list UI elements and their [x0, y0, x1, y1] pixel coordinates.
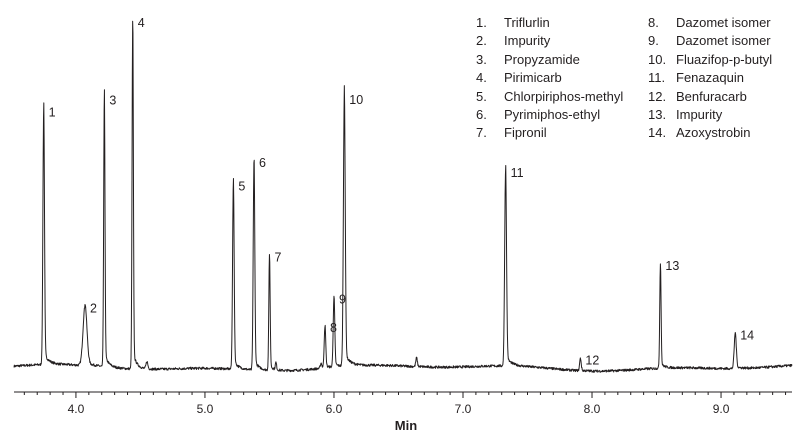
- x-tick-label: 4.0: [68, 402, 85, 416]
- x-tick-label: 5.0: [197, 402, 214, 416]
- peak-label-7: 7: [274, 250, 281, 264]
- legend-item-name: Fluazifop-p-butyl: [676, 51, 773, 67]
- legend-item-name: Impurity: [504, 33, 551, 49]
- peak-label-13: 13: [665, 259, 679, 273]
- legend-item-number: 4.: [476, 70, 487, 86]
- legend-item-name: Pyrimiphos-ethyl: [504, 107, 601, 123]
- legend-item-number: 10.: [648, 51, 667, 67]
- legend-item: 13. Impurity: [648, 106, 772, 124]
- legend-item-name: Azoxystrobin: [676, 125, 751, 141]
- chromatogram-trace: [13, 20, 793, 373]
- legend-item-number: 2.: [476, 33, 487, 49]
- peak-label-4: 4: [138, 16, 145, 30]
- legend-right-column: 8. Dazomet isomer 9. Dazomet isomer 10. Fluaz…: [648, 14, 772, 143]
- x-tick-label: 6.0: [326, 402, 343, 416]
- peak-label-5: 5: [238, 180, 245, 194]
- x-tick-label: 7.0: [455, 402, 472, 416]
- peak-label-3: 3: [109, 94, 116, 108]
- legend-item-number: 14.: [648, 125, 667, 141]
- legend-item-name: Pirimicarb: [504, 70, 562, 86]
- peak-label-11: 11: [511, 166, 524, 180]
- x-tick-label: 8.0: [584, 402, 601, 416]
- legend-item-number: 3.: [476, 51, 487, 67]
- legend-item-number: 6.: [476, 107, 487, 123]
- legend-item: 8. Dazomet isomer: [648, 14, 772, 32]
- peak-label-14: 14: [740, 329, 754, 343]
- x-axis-title: Min: [395, 418, 417, 433]
- peak-label-2: 2: [90, 301, 97, 315]
- legend-item-number: 12.: [648, 88, 667, 104]
- legend-item: 6. Pyrimiphos-ethyl: [476, 106, 623, 124]
- peak-label-1: 1: [49, 106, 56, 120]
- legend-item: 1. Triflurlin: [476, 14, 623, 32]
- legend-item: 5. Chlorpiriphos-methyl: [476, 88, 623, 106]
- legend-item: 10. Fluazifop-p-butyl: [648, 51, 772, 69]
- peak-label-12: 12: [585, 354, 599, 368]
- legend-item-number: 7.: [476, 125, 487, 141]
- legend-item: 4. Pirimicarb: [476, 69, 623, 87]
- legend-item-name: Propyzamide: [504, 51, 580, 67]
- peak-label-8: 8: [330, 321, 337, 335]
- peak-label-6: 6: [259, 156, 266, 170]
- legend-item-name: Benfuracarb: [676, 88, 747, 104]
- legend-item: 12. Benfuracarb: [648, 88, 772, 106]
- legend-item: 14. Azoxystrobin: [648, 124, 772, 142]
- legend-item-name: Fenazaquin: [676, 70, 744, 86]
- legend-left-column: 1. Triflurlin 2. Impurity 3. Propyzamide 4. Pir…: [476, 14, 623, 143]
- legend-item-number: 13.: [648, 107, 667, 123]
- legend-item-number: 9.: [648, 33, 659, 49]
- legend-item: 9. Dazomet isomer: [648, 32, 772, 50]
- legend-item-name: Triflurlin: [504, 15, 550, 30]
- legend-item: 3. Propyzamide: [476, 51, 623, 69]
- legend-item-name: Chlorpiriphos-methyl: [504, 88, 624, 104]
- peak-label-9: 9: [339, 292, 346, 306]
- legend-item-name: Impurity: [676, 107, 723, 123]
- legend-item-name: Dazomet isomer: [676, 15, 771, 30]
- legend-item: 11. Fenazaquin: [648, 69, 772, 87]
- legend-item-number: 5.: [476, 88, 487, 104]
- legend-item-name: Dazomet isomer: [676, 33, 771, 49]
- legend-item-number: 1.: [476, 15, 487, 30]
- x-tick-label: 9.0: [713, 402, 730, 416]
- legend-item-name: Fipronil: [504, 125, 547, 141]
- legend-item-number: 8.: [648, 15, 659, 30]
- legend-item: 7. Fipronil: [476, 124, 623, 142]
- peak-label-10: 10: [349, 93, 363, 107]
- legend-item: 2. Impurity: [476, 32, 623, 50]
- legend-item-number: 11.: [648, 70, 666, 86]
